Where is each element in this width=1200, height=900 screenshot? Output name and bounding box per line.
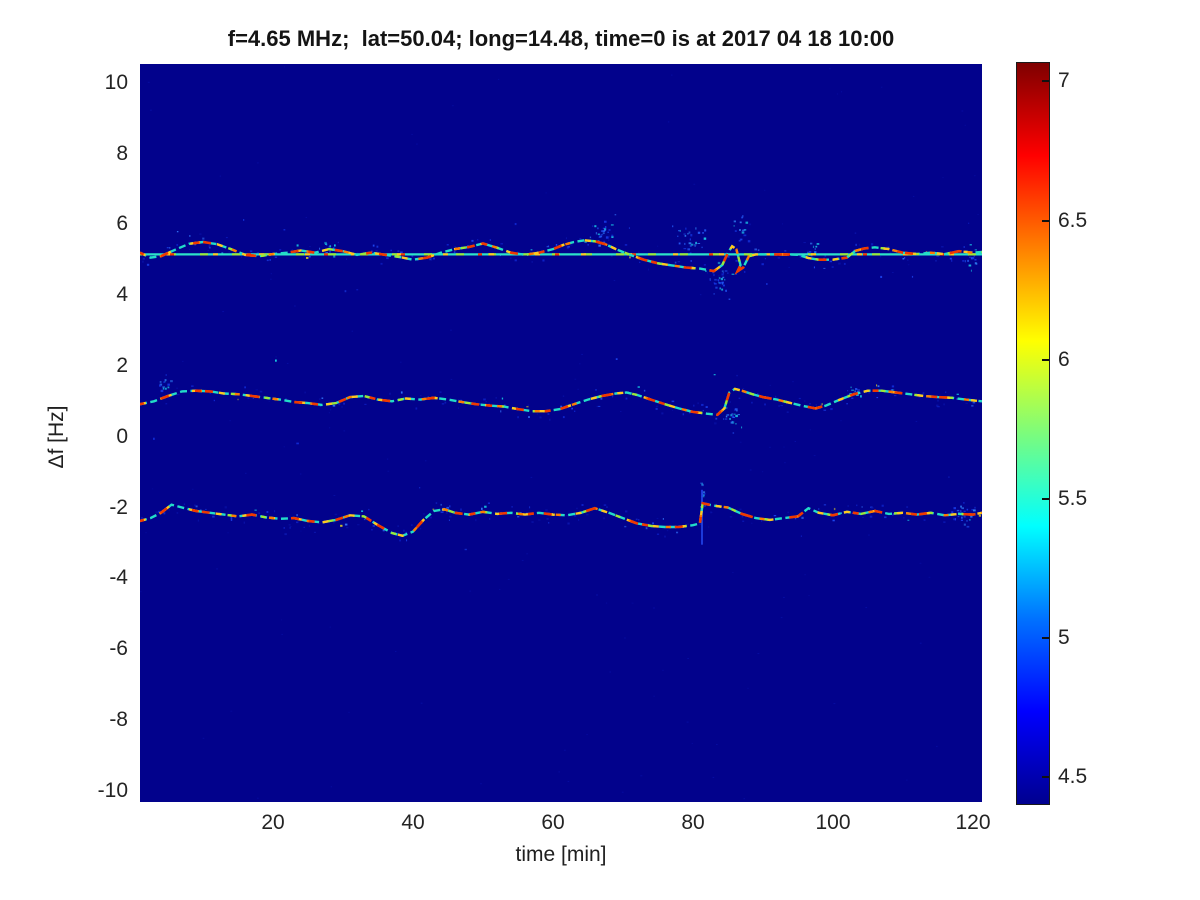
x-tick-label: 100 bbox=[815, 811, 851, 834]
y-tick-label: -8 bbox=[109, 708, 128, 731]
y-tick-label: 6 bbox=[116, 212, 128, 235]
x-tick-label: 80 bbox=[681, 811, 705, 834]
colorbar-tick-label: 4.5 bbox=[1058, 765, 1088, 788]
x-tick-label: 20 bbox=[261, 811, 285, 834]
x-tick-label: 120 bbox=[955, 811, 991, 834]
y-tick-label: 0 bbox=[116, 425, 128, 448]
y-tick-label: 4 bbox=[116, 283, 128, 306]
x-tick-label: 40 bbox=[401, 811, 425, 834]
colorbar-tick-label: 5.5 bbox=[1058, 487, 1088, 510]
colorbar bbox=[1016, 62, 1050, 805]
colorbar-tick-mark bbox=[1042, 359, 1049, 361]
y-tick-label: 10 bbox=[104, 71, 128, 94]
colorbar-tick-label: 6 bbox=[1058, 348, 1070, 371]
y-tick-label: -2 bbox=[109, 496, 128, 519]
colorbar-tick-mark bbox=[1042, 637, 1049, 639]
colorbar-tick-label: 5 bbox=[1058, 626, 1070, 649]
plot-title: f=4.65 MHz; lat=50.04; long=14.48, time=… bbox=[227, 26, 895, 51]
x-axis-label: time [min] bbox=[515, 843, 607, 866]
y-tick-label: -10 bbox=[97, 779, 128, 802]
colorbar-tick-mark bbox=[1042, 220, 1049, 222]
y-tick-label: -4 bbox=[109, 566, 128, 589]
y-tick-label: 8 bbox=[116, 142, 128, 165]
colorbar-tick-mark bbox=[1042, 80, 1049, 82]
colorbar-tick-mark bbox=[1042, 776, 1049, 778]
colorbar-tick-label: 7 bbox=[1058, 69, 1070, 92]
y-tick-label: 2 bbox=[116, 354, 128, 377]
colorbar-tick-mark bbox=[1042, 498, 1049, 500]
x-tick-label: 60 bbox=[541, 811, 565, 834]
y-tick-label: -6 bbox=[109, 637, 128, 660]
colorbar-tick-label: 6.5 bbox=[1058, 209, 1088, 232]
